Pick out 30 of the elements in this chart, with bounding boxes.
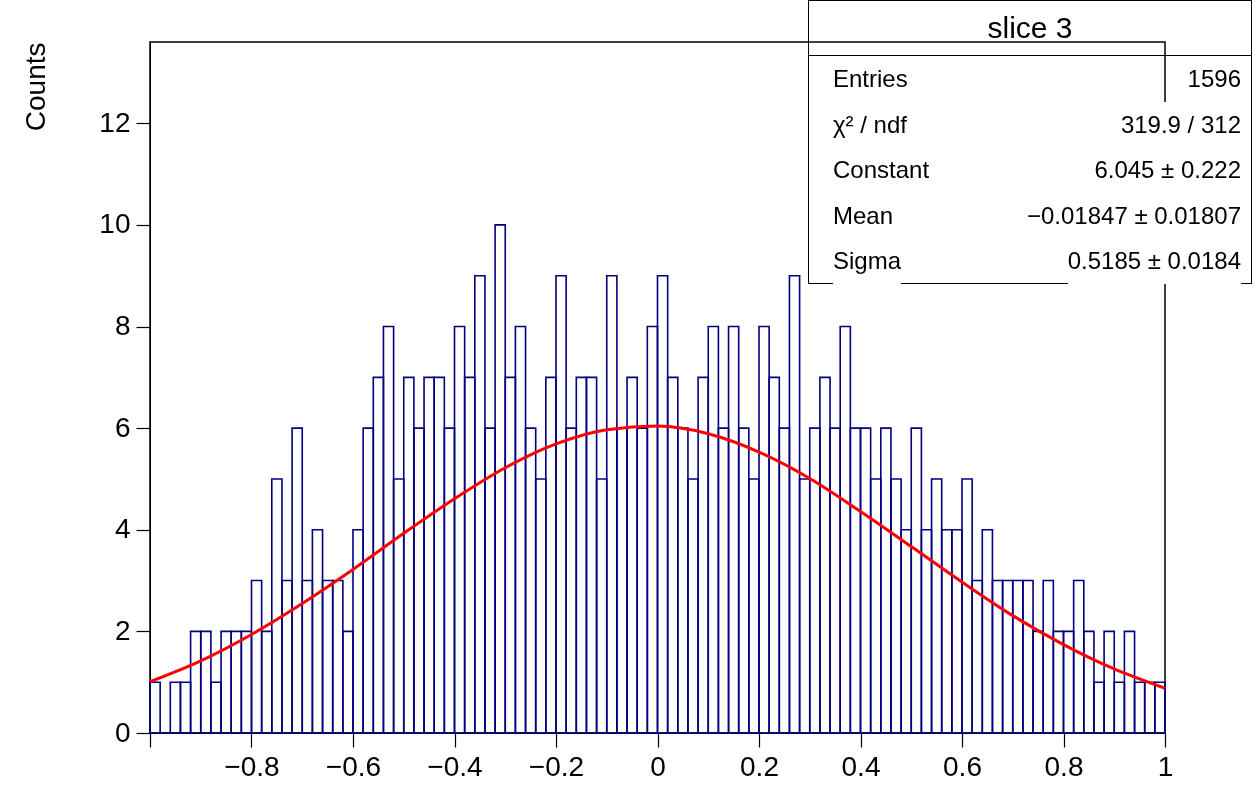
x-tick-label: −0.4	[427, 750, 483, 782]
y-tick-label: 4	[114, 513, 131, 545]
y-tick-label: 0	[114, 716, 131, 748]
annotation: Entries	[833, 56, 908, 102]
x-tick-label: 0	[650, 750, 666, 782]
annotation: slice 3	[809, 1, 1251, 56]
x-tick-label: −0.8	[224, 750, 280, 782]
y-tick-label: 8	[114, 310, 131, 342]
annotation: Constant	[833, 147, 930, 193]
x-tick-label: −0.2	[528, 750, 585, 782]
x-tick-label: 0.6	[943, 750, 982, 782]
y-tick-label: 6	[114, 411, 131, 443]
x-tick-label: 1	[1157, 750, 1174, 782]
x-tick-label: 0.2	[740, 750, 779, 782]
annotation: χ² / ndf	[833, 101, 907, 147]
y-tick-label: 12	[99, 106, 131, 138]
text: 1596	[1187, 56, 1241, 102]
x-tick-label: 0.4	[841, 750, 881, 782]
annotation: 0.5185 ± 0.0184	[1067, 238, 1241, 284]
annotation: Sigma	[833, 238, 902, 284]
x-tick-label: −0.6	[325, 750, 382, 782]
y-tick-label: 10	[99, 208, 131, 240]
x-tick-label: 0.8	[1044, 750, 1084, 782]
y-tick-label: 2	[114, 614, 131, 646]
annotation: 6.045 ± 0.222	[1094, 147, 1241, 193]
line-series	[148, 424, 1167, 690]
annotation: Mean	[833, 192, 894, 238]
annotation: −0.01847 ± 0.01807	[1026, 192, 1241, 238]
y-axis-title: Counts	[20, 42, 52, 132]
annotation: 319.9 / 312	[1120, 101, 1241, 147]
